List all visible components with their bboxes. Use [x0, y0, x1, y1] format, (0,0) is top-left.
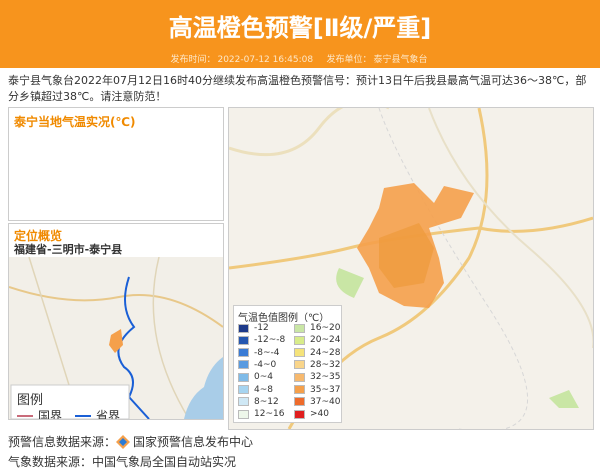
mini-legend: 国界 省界: [17, 407, 217, 420]
legend-item: 8~12: [238, 397, 279, 407]
legend-swatch: [294, 348, 305, 358]
legend-label: -12~-8: [254, 335, 286, 346]
legend-label: 37~40: [310, 396, 341, 407]
legend-item: 32~35: [294, 372, 340, 382]
legend-label: 8~12: [254, 396, 279, 407]
legend-item: 省界: [75, 407, 121, 420]
legend-item: 20~24: [294, 335, 340, 345]
panel-title: 泰宁当地气温实况(℃): [14, 115, 136, 129]
location-path: 福建省-三明市-泰宁县: [14, 243, 123, 256]
legend-swatch: [294, 409, 305, 419]
weather-source-name: 中国气象局全国自动站实况: [92, 455, 237, 469]
legend-swatch: [294, 323, 305, 333]
location-panel: 定位概览 福建省-三明市-泰宁县 图例 国界 省界: [8, 223, 224, 420]
legend-swatch: [238, 323, 249, 333]
legend-swatch: [294, 335, 305, 345]
legend-label: -4~0: [254, 359, 277, 370]
legend-title: 图例: [17, 393, 44, 408]
legend-swatch: [238, 335, 249, 345]
legend-swatch: [238, 360, 249, 370]
label: 发布单位：: [326, 55, 372, 65]
legend-label: 省界: [96, 409, 121, 420]
legend-line: [17, 414, 33, 417]
legend-item: 24~28: [294, 348, 340, 358]
legend-item: 35~37: [294, 385, 340, 395]
legend-label: 16~20: [310, 323, 341, 333]
legend-swatch: [294, 397, 305, 407]
publisher: 泰宁县气象台: [373, 55, 428, 65]
legend-label: >40: [310, 409, 329, 420]
legend-swatch: [294, 385, 305, 394]
legend-swatch: [238, 409, 249, 419]
legend-item: -8~-4: [238, 348, 280, 358]
warning-title: 高温橙色预警[Ⅱ级/严重]: [168, 14, 432, 42]
legend-line: [75, 414, 91, 417]
icon: [116, 434, 131, 449]
legend-item: 0~4: [238, 372, 273, 382]
temperature-map: 气温色值图例（℃） -12 -12~-8 -8~-4 -4~0 0~4 4~8 8~12 12…: [228, 107, 594, 430]
weather-source: 气象数据来源：中国气象局全国自动站实况: [8, 453, 236, 470]
legend-item: 28~32: [294, 360, 340, 370]
legend-title: 气温色值图例（℃）: [238, 313, 330, 324]
temperature-legend: 气温色值图例（℃） -12 -12~-8 -8~-4 -4~0 0~4 4~8 8~12 12…: [233, 305, 342, 423]
legend-label: 24~28: [310, 347, 341, 358]
legend-label: 12~16: [254, 409, 285, 420]
publish-time: 2022-07-12 16:45:08: [217, 55, 314, 65]
legend-item: -12~-8: [238, 335, 285, 345]
legend-swatch: [238, 348, 249, 358]
label: 预警信息数据来源：: [8, 435, 117, 449]
legend-label: 20~24: [310, 335, 341, 346]
legend-label: 4~8: [254, 384, 273, 395]
legend-label: 0~4: [254, 372, 273, 383]
legend-swatch: [238, 385, 249, 394]
label: 发布时间：: [170, 55, 216, 65]
label: 气象数据来源：: [8, 455, 93, 469]
legend-swatch: [238, 372, 249, 382]
legend-label: -8~-4: [254, 347, 280, 358]
legend-label: -12: [254, 323, 269, 333]
legend-item: -4~0: [238, 360, 276, 370]
legend-label: 国界: [38, 409, 63, 420]
legend-item: 4~8: [238, 385, 273, 395]
header: [0, 0, 600, 68]
legend-item: >40: [294, 409, 329, 419]
legend-item: 国界: [17, 407, 63, 420]
legend-label: 32~35: [310, 372, 341, 383]
legend-swatch: [238, 397, 249, 407]
legend-item: 37~40: [294, 397, 340, 407]
legend-item: 12~16: [238, 409, 284, 419]
warning-content: 泰宁县气象台2022年07月12日16时40分继续发布高温橙色预警信号：预计13…: [8, 74, 587, 103]
warning-source: 预警信息数据来源： 国家预警信息发布中心: [8, 433, 253, 450]
legend-label: 35~37: [310, 384, 341, 395]
legend-item: -12: [238, 323, 269, 333]
legend-swatch: [294, 360, 305, 370]
legend-item: 16~20: [294, 323, 340, 333]
publish-info: 发布时间： 2022-07-12 16:45:08 发布单位： 泰宁县气象台: [0, 52, 600, 65]
legend-label: 28~32: [310, 359, 341, 370]
panel-title: 定位概览: [14, 229, 63, 243]
legend-swatch: [294, 372, 305, 382]
mini-map: [9, 257, 223, 419]
temperature-panel: 泰宁当地气温实况(℃): [8, 107, 224, 221]
warning-source-name[interactable]: 国家预警信息发布中心: [133, 435, 254, 449]
